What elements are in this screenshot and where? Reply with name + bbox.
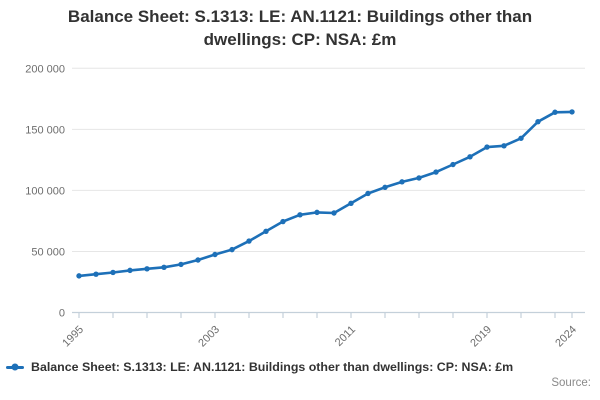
legend-dot-icon	[11, 363, 19, 371]
x-axis-tick-label: 2011	[333, 324, 358, 349]
source-label: Source:	[551, 377, 591, 389]
line-chart[interactable]: 0 50 000 100 000 150 000 200 000 1995 2003 2011…	[0, 0, 600, 355]
data-point[interactable]	[365, 190, 371, 197]
data-point[interactable]	[195, 257, 201, 263]
data-point[interactable]	[280, 218, 286, 225]
data-point[interactable]	[382, 184, 388, 191]
y-axis-tick-label: 200 000	[25, 63, 65, 75]
legend-item[interactable]: Balance Sheet: S.1313: LE: AN.1121: Buil…	[6, 360, 594, 374]
data-point[interactable]	[144, 266, 150, 272]
data-point[interactable]	[569, 109, 575, 115]
data-point[interactable]	[93, 271, 99, 277]
data-point[interactable]	[110, 269, 116, 276]
data-point[interactable]	[297, 212, 303, 218]
data-point[interactable]	[535, 118, 541, 125]
data-point[interactable]	[433, 169, 439, 175]
data-point[interactable]	[450, 161, 456, 168]
data-point[interactable]	[127, 267, 133, 274]
data-point[interactable]	[229, 246, 235, 253]
x-axis-tick-label: 2003	[196, 324, 222, 350]
data-point[interactable]	[467, 154, 473, 160]
x-axis-tick-label: 1995	[60, 324, 86, 350]
x-axis-tick-label: 2019	[468, 324, 494, 350]
data-point[interactable]	[416, 175, 422, 181]
data-point[interactable]	[178, 261, 184, 268]
legend-label: Balance Sheet: S.1313: LE: AN.1121: Buil…	[31, 360, 514, 374]
data-point[interactable]	[348, 200, 354, 207]
y-axis-tick-label: 0	[59, 308, 65, 320]
x-axis-tick-label: 2024	[553, 324, 579, 350]
data-point[interactable]	[161, 264, 167, 271]
data-point[interactable]	[331, 210, 337, 216]
data-point[interactable]	[518, 135, 524, 141]
chart-title: Balance Sheet: S.1313: LE: AN.1121: Buil…	[67, 7, 533, 49]
y-axis-tick-label: 50 000	[31, 246, 65, 258]
data-point[interactable]	[246, 238, 252, 244]
data-point[interactable]	[212, 251, 218, 258]
data-point[interactable]	[263, 228, 269, 235]
data-point[interactable]	[501, 143, 507, 149]
data-point[interactable]	[484, 144, 490, 150]
legend-line-marker	[6, 363, 24, 371]
data-point[interactable]	[314, 209, 320, 216]
data-point[interactable]	[552, 109, 558, 115]
data-series[interactable]	[76, 109, 575, 279]
y-axis-tick-label: 100 000	[25, 185, 65, 197]
data-point[interactable]	[399, 179, 405, 185]
series-line[interactable]	[77, 110, 574, 278]
data-point[interactable]	[76, 273, 82, 279]
y-axis-tick-label: 150 000	[25, 124, 65, 136]
